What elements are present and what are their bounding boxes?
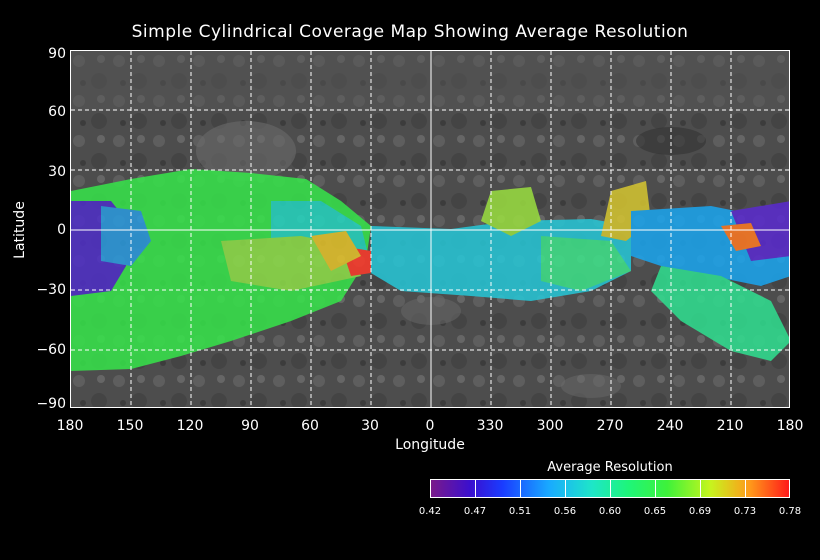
y-tick-label: −30: [36, 282, 66, 298]
x-tick-label: 330: [476, 418, 504, 434]
colorbar-tick-label: 0.73: [733, 506, 757, 517]
y-tick-label: −90: [36, 396, 66, 412]
y-tick-label: 30: [48, 164, 66, 180]
x-axis-title: Longitude: [395, 437, 465, 453]
x-tick-label: 60: [301, 418, 319, 434]
colorbar-tick-label: 0.69: [688, 506, 712, 517]
colorbar-tick-label: 0.60: [598, 506, 622, 517]
colorbar: [430, 479, 790, 498]
colorbar-tick-label: 0.47: [463, 506, 487, 517]
colorbar-tick: [745, 480, 746, 498]
x-tick-label: 120: [176, 418, 204, 434]
x-tick-label: 180: [56, 418, 84, 434]
colorbar-tick-label: 0.56: [553, 506, 577, 517]
y-axis-title: Latitude: [12, 201, 28, 259]
y-tick-label: 0: [57, 222, 66, 238]
x-tick-label: 30: [361, 418, 379, 434]
colorbar-tick-label: 0.65: [643, 506, 667, 517]
x-tick-label: 150: [116, 418, 144, 434]
x-tick-label: 0: [425, 418, 435, 434]
x-tick-label: 90: [241, 418, 259, 434]
colorbar-title: Average Resolution: [547, 460, 673, 475]
coverage-map: [70, 50, 790, 408]
colorbar-tick: [475, 480, 476, 498]
colorbar-tick-label: 0.42: [418, 506, 442, 517]
colorbar-tick: [520, 480, 521, 498]
map-svg: [71, 51, 789, 407]
x-tick-label: 240: [656, 418, 684, 434]
colorbar-tick-label: 0.78: [778, 506, 802, 517]
map-title: Simple Cylindrical Coverage Map Showing …: [131, 22, 689, 42]
colorbar-tick: [565, 480, 566, 498]
y-tick-label: 60: [48, 104, 66, 120]
x-tick-label: 180: [776, 418, 804, 434]
x-tick-label: 270: [596, 418, 624, 434]
y-tick-label: 90: [48, 46, 66, 62]
coverage-overlay: [71, 169, 789, 371]
colorbar-tick: [610, 480, 611, 498]
colorbar-tick: [655, 480, 656, 498]
y-tick-label: −60: [36, 342, 66, 358]
colorbar-tick: [700, 480, 701, 498]
x-tick-label: 300: [536, 418, 564, 434]
colorbar-tick-label: 0.51: [508, 506, 532, 517]
grid: [71, 51, 789, 407]
x-tick-label: 210: [716, 418, 744, 434]
